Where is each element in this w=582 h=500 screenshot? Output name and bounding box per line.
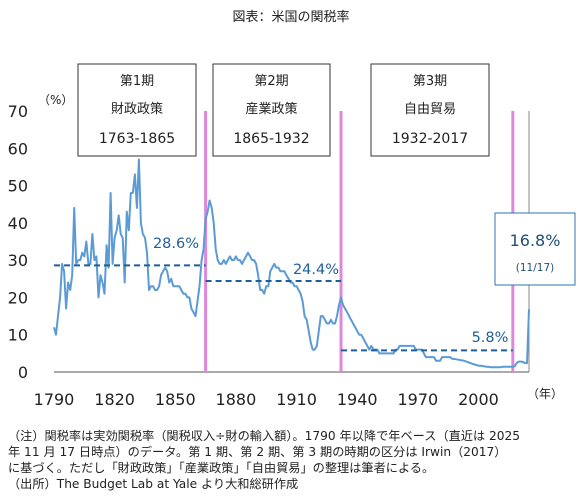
- note-line-2: 年 11 月 17 日時点）のデータ。第 1 期、第 2 期、第 3 期の時期の…: [8, 445, 507, 459]
- period-range: 1865-1932: [233, 131, 309, 147]
- y-tick-label: 50: [8, 177, 28, 196]
- x-tick-label: 1880: [216, 390, 257, 409]
- page-title: 図表：米国の関税率: [232, 10, 350, 25]
- period-average-label: 24.4%: [293, 262, 339, 278]
- period-range: 1932-2017: [392, 131, 468, 147]
- x-tick-label: 1820: [94, 390, 135, 409]
- period-average-label: 28.6%: [153, 236, 199, 252]
- period-box: [77, 63, 197, 157]
- y-tick-label: 40: [8, 214, 28, 233]
- y-tick-label: 10: [8, 326, 28, 345]
- tariff-line-chart: 0 10 20 30 40 50 60 70 （%） 1790 1820 1850 1880 1910 19…: [8, 63, 576, 409]
- latest-callout-box: [494, 212, 576, 286]
- latest-callout-value: 16.8%: [510, 231, 561, 250]
- note-line-3: に基づく。ただし「財政政策」「産業政策」「自由貿易」の整理は筆者による。: [8, 461, 435, 475]
- x-tick-label: 1790: [34, 390, 75, 409]
- y-axis-unit: （%）: [38, 93, 73, 107]
- period-average-label: 5.8%: [472, 330, 509, 346]
- x-axis-unit: （年）: [527, 387, 563, 401]
- y-tick-label: 30: [8, 251, 28, 270]
- x-tick-label: 1940: [337, 390, 378, 409]
- y-tick-label: 20: [8, 288, 28, 307]
- period-name: 第3期: [413, 74, 447, 89]
- x-tick-label: 2000: [458, 390, 499, 409]
- note-source: （出所）The Budget Lab at Yale より大和総研作成: [8, 477, 299, 491]
- tariff-series-line: [53, 158, 530, 369]
- y-tick-label: 70: [8, 102, 28, 121]
- latest-callout-date: (11/17): [516, 262, 554, 274]
- x-tick-label: 1970: [397, 390, 438, 409]
- y-tick-label: 0: [18, 363, 28, 382]
- note-line-1: （注）関税率は実効関税率（関税収入÷財の輸入額）。1790 年以降で年ベース（直…: [8, 429, 521, 443]
- period-name: 第2期: [254, 74, 288, 89]
- period-name: 第1期: [120, 74, 154, 89]
- period-policy: 産業政策: [245, 101, 297, 117]
- period-box: [212, 63, 331, 157]
- period-range: 1763-1865: [99, 131, 175, 147]
- x-tick-label: 1850: [155, 390, 196, 409]
- period-box: [370, 63, 490, 157]
- period-policy: 自由貿易: [404, 102, 456, 117]
- period-policy: 財政政策: [111, 101, 163, 117]
- y-tick-label: 60: [8, 139, 28, 158]
- x-tick-label: 1910: [276, 390, 317, 409]
